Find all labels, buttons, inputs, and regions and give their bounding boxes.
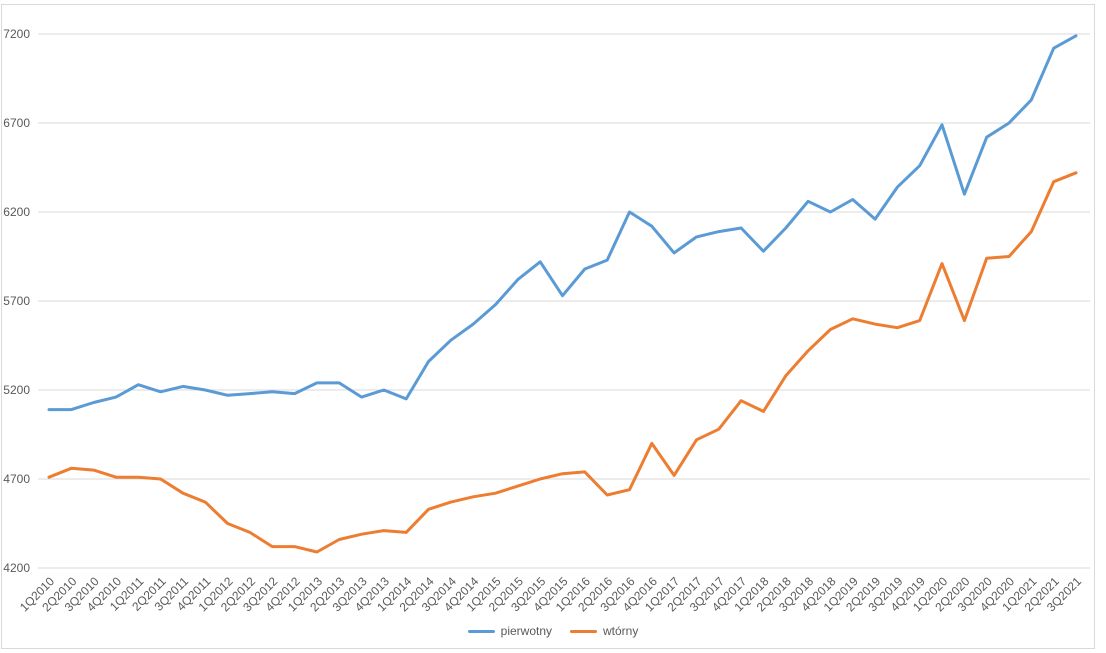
y-axis-tick-label: 6200 — [3, 205, 30, 219]
y-axis-tick-label: 7200 — [3, 27, 30, 41]
y-axis-tick-label: 6700 — [3, 116, 30, 130]
legend-item-pierwotny[interactable]: pierwotny — [467, 624, 552, 638]
legend-line-swatch-pierwotny — [467, 629, 495, 633]
legend-line-swatch-wtorny — [570, 629, 597, 633]
chart-legend: pierwotny wtórny — [0, 624, 1106, 638]
series-line-0[interactable] — [47, 34, 1078, 412]
legend-label-pierwotny: pierwotny — [500, 624, 552, 638]
y-axis-tick-label: 5700 — [3, 294, 30, 308]
y-axis-tick-label: 4200 — [3, 561, 30, 575]
y-axis-tick-label: 5200 — [3, 383, 30, 397]
legend-item-wtorny[interactable]: wtórny — [570, 624, 638, 638]
chart-area-border — [1, 4, 1095, 649]
legend-label-wtorny: wtórny — [603, 624, 639, 638]
y-axis-tick-label: 4700 — [3, 472, 30, 486]
series-line-1[interactable] — [47, 171, 1078, 554]
